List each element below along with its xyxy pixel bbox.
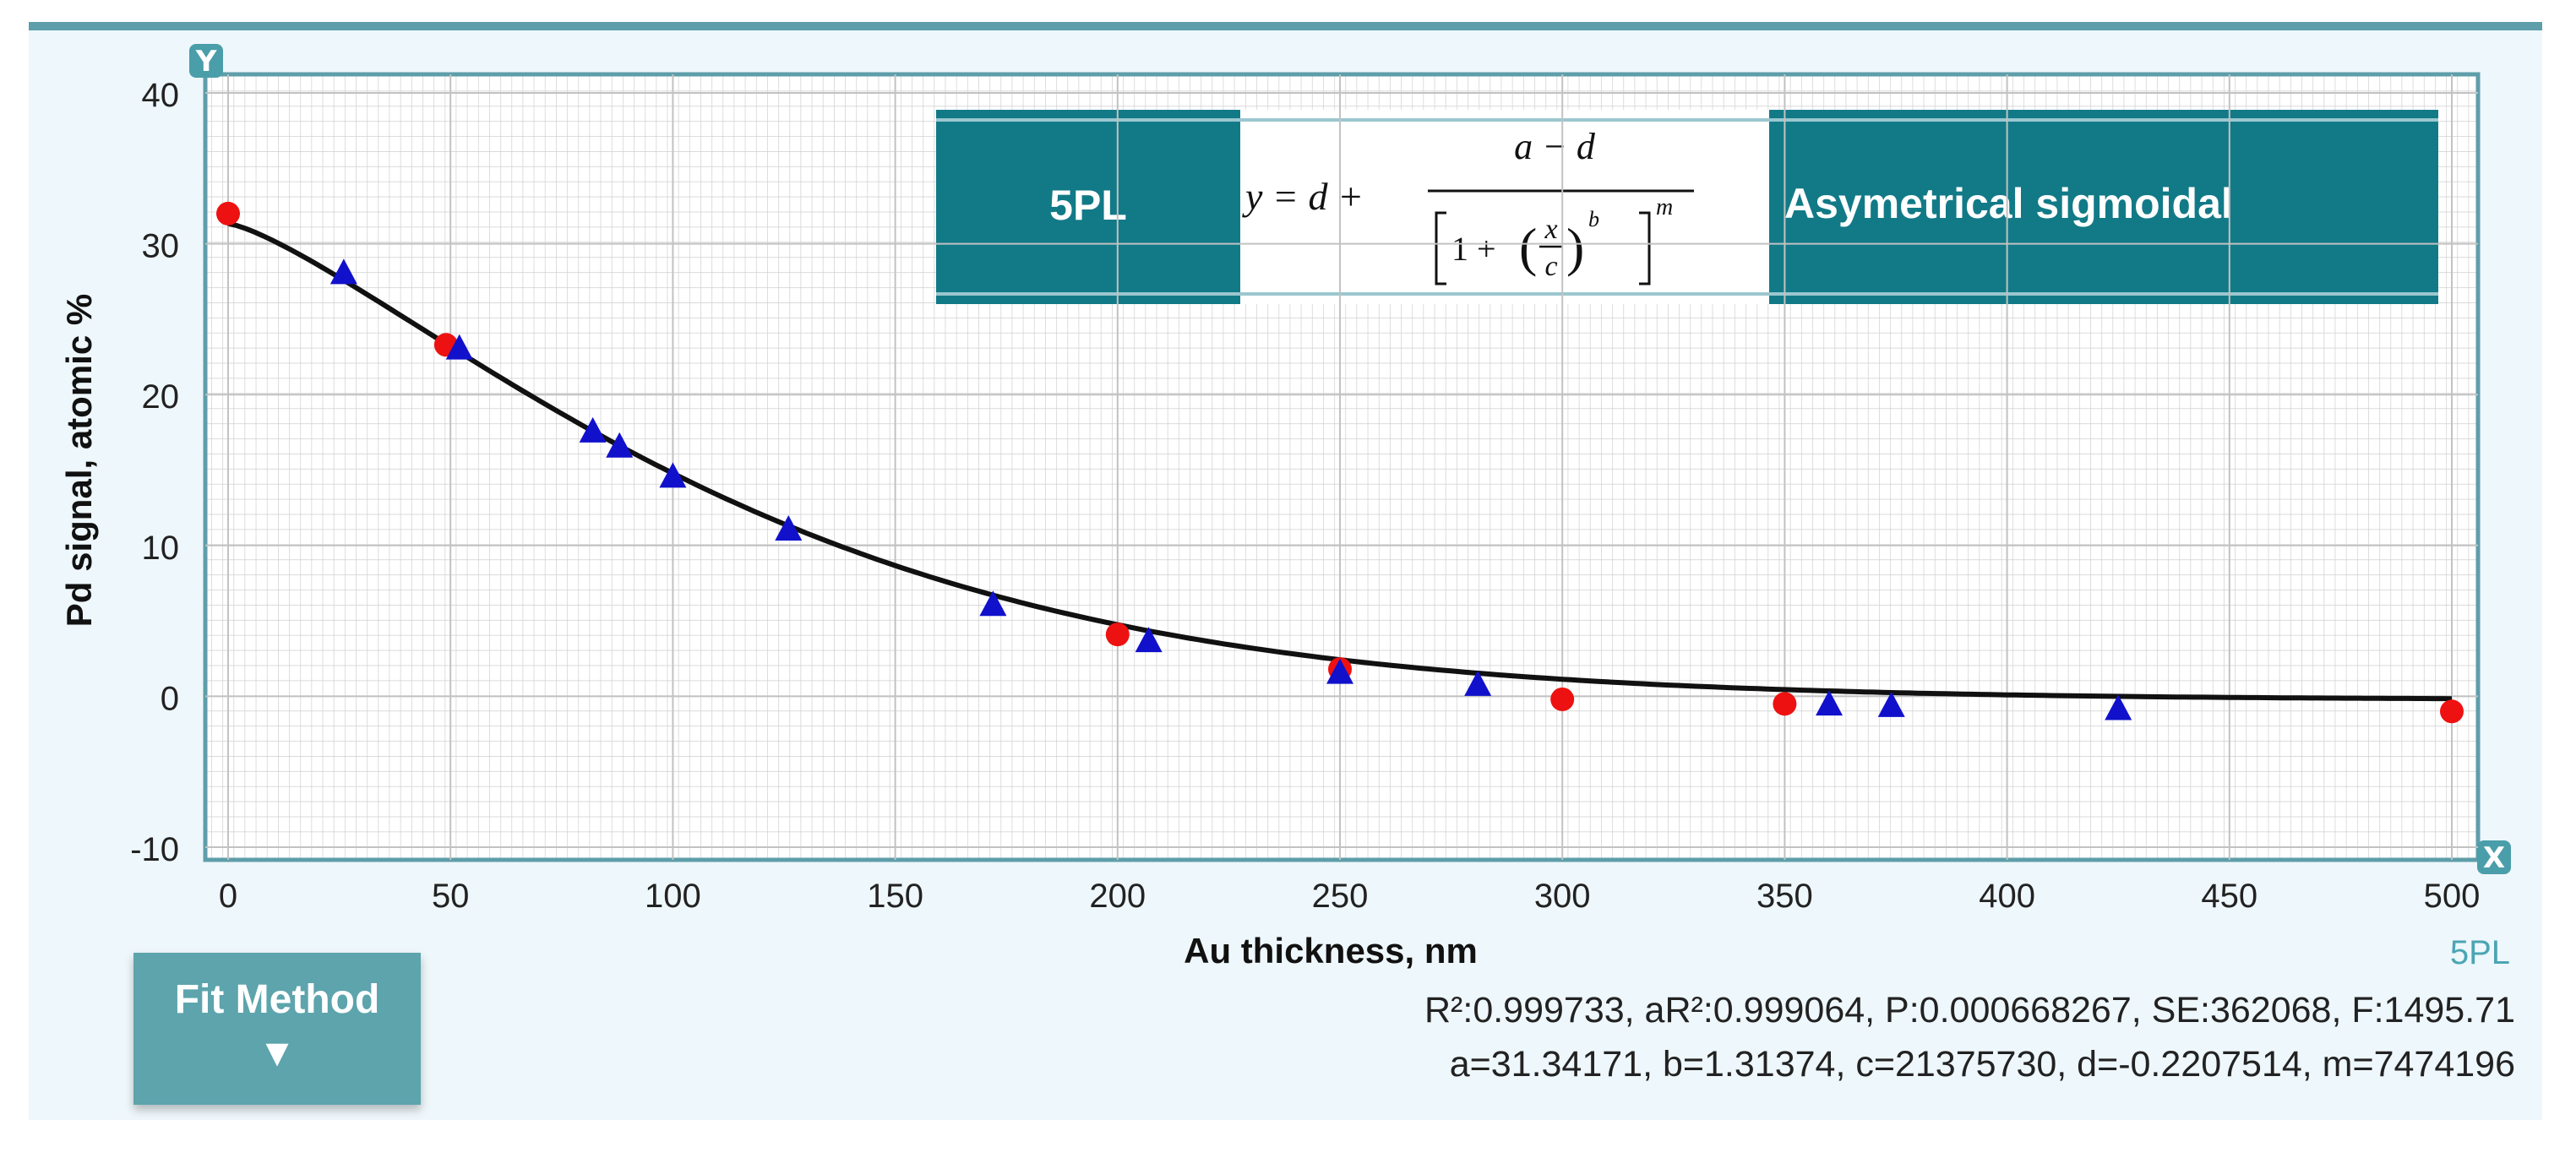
formula-exponent-b: b bbox=[1588, 207, 1599, 231]
fit-method-label: Fit Method bbox=[174, 977, 380, 1022]
y-tick-label: 30 bbox=[142, 228, 180, 265]
fit-statistics-line: R²:0.999733, aR²:0.999064, P:0.000668267… bbox=[1424, 990, 2515, 1030]
fit-method-button[interactable]: Fit Method ▼ bbox=[133, 953, 421, 1105]
x-tick-label: 450 bbox=[2201, 878, 2257, 915]
fit-model-tag: 5PL bbox=[2449, 934, 2510, 971]
banner-right bbox=[1769, 110, 2438, 304]
y-tick-label: 0 bbox=[161, 680, 179, 717]
x-axis-badge-label: X bbox=[2483, 841, 2505, 875]
major-grid bbox=[205, 74, 2478, 860]
y-tick-label: -10 bbox=[130, 831, 179, 868]
x-tick-label: 250 bbox=[1312, 878, 1369, 915]
banner-description: Asymetrical sigmoidal bbox=[1784, 180, 2233, 227]
formula-left-bracket bbox=[1435, 211, 1446, 285]
banner-bottom-line bbox=[936, 292, 2438, 296]
y-axis-badge[interactable]: Y bbox=[189, 44, 223, 79]
data-point-triangle bbox=[775, 514, 803, 541]
data-point-triangle bbox=[579, 416, 607, 443]
formula-exponent-m: m bbox=[1656, 194, 1673, 220]
data-point-triangle bbox=[659, 462, 687, 488]
y-tick-label: 10 bbox=[142, 530, 180, 567]
x-tick-labels: 0 50 100 150 200 250 300 350 400 450 500 bbox=[219, 878, 2481, 915]
x-tick-label: 350 bbox=[1756, 878, 1813, 915]
fit-parameters-line: a=31.34171, b=1.31374, c=21375730, d=-0.… bbox=[1449, 1044, 2515, 1085]
banner-left bbox=[936, 110, 1240, 304]
formula-x: x bbox=[1544, 214, 1557, 245]
y-tick-label: 20 bbox=[142, 378, 180, 416]
formula-banner: 5PL Asymetrical sigmoidal y = d + a − d … bbox=[936, 110, 2438, 304]
data-point-triangle bbox=[445, 334, 473, 360]
data-point-triangle bbox=[1816, 690, 1844, 716]
plot-frame bbox=[203, 72, 2481, 862]
x-tick-label: 300 bbox=[1534, 878, 1591, 915]
x-axis-badge[interactable]: X bbox=[2477, 840, 2511, 875]
banner-middle bbox=[1240, 110, 1769, 304]
y-tick-labels: -10 0 10 20 30 40 bbox=[130, 77, 179, 868]
x-tick-label: 0 bbox=[219, 878, 237, 915]
data-point-circle bbox=[1550, 687, 1575, 711]
formula: y = d + a − d 1 + ( x c ) b m bbox=[1242, 126, 1694, 285]
data-point-triangle bbox=[1877, 691, 1905, 717]
data-point-triangle bbox=[606, 432, 634, 458]
chevron-down-icon: ▼ bbox=[258, 1030, 297, 1074]
banner-model-label: 5PL bbox=[1049, 182, 1127, 229]
x-tick-label: 500 bbox=[2424, 878, 2481, 915]
data-point-circle bbox=[1773, 692, 1797, 716]
formula-c: c bbox=[1544, 251, 1557, 282]
y-tick-label: 40 bbox=[142, 77, 180, 114]
data-point-triangle bbox=[1464, 670, 1492, 696]
y-axis-title: Pd signal, atomic % bbox=[59, 294, 99, 627]
banner-top-line bbox=[936, 118, 2438, 122]
data-point-triangle bbox=[1326, 658, 1353, 684]
top-border bbox=[29, 22, 2542, 30]
data-points-layer bbox=[216, 201, 2464, 724]
data-point-triangle bbox=[1135, 627, 1163, 653]
formula-one-plus: 1 + bbox=[1451, 230, 1496, 268]
formula-numerator: a − d bbox=[1514, 126, 1596, 167]
data-point-triangle bbox=[329, 258, 357, 285]
formula-lhs: y = d + bbox=[1242, 175, 1364, 218]
data-point-circle bbox=[1105, 622, 1130, 647]
data-point-triangle bbox=[979, 590, 1007, 617]
x-tick-label: 50 bbox=[432, 878, 470, 915]
formula-right-paren: ) bbox=[1566, 217, 1584, 277]
data-point-circle bbox=[2440, 699, 2464, 724]
formula-left-paren: ( bbox=[1519, 217, 1537, 277]
x-tick-label: 400 bbox=[1979, 878, 2035, 915]
data-point-triangle bbox=[2105, 694, 2132, 720]
formula-right-bracket bbox=[1639, 211, 1651, 285]
x-tick-label: 200 bbox=[1089, 878, 1146, 915]
data-point-circle bbox=[216, 201, 240, 226]
y-axis-badge-label: Y bbox=[195, 45, 217, 79]
x-tick-label: 150 bbox=[867, 878, 923, 915]
x-axis-title: Au thickness, nm bbox=[1184, 931, 1478, 970]
x-tick-label: 100 bbox=[645, 878, 701, 915]
